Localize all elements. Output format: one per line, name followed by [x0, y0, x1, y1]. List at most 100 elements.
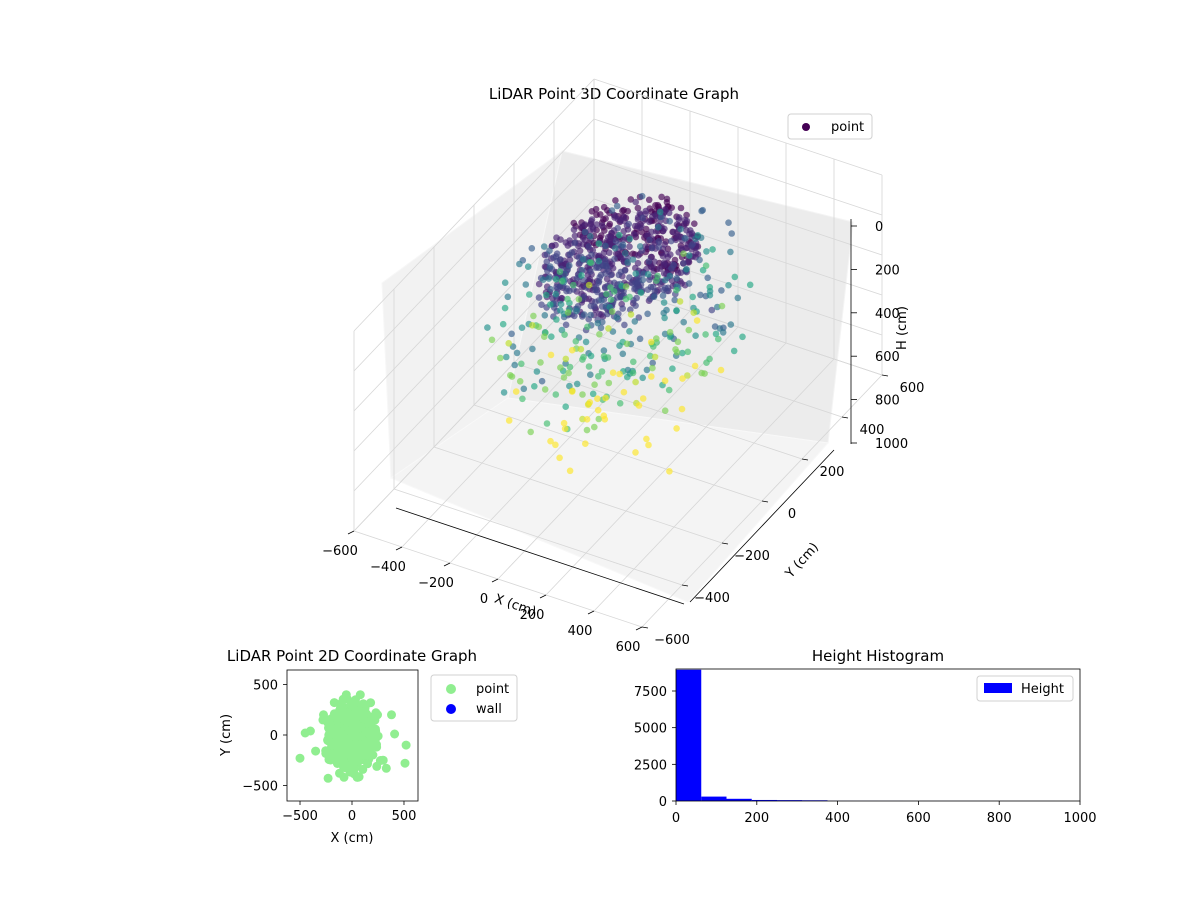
- y-tick-3d: [681, 584, 689, 587]
- point-3d: [562, 321, 570, 329]
- point-3d: [577, 345, 585, 353]
- plot-frame-histogram: [675, 668, 1081, 802]
- x-tick-3d: [443, 562, 451, 567]
- point-3d: [537, 359, 544, 366]
- x-axis-line: [395, 507, 685, 605]
- point-2d-outlier: [323, 773, 333, 783]
- point-3d: [646, 276, 653, 284]
- point-3d: [651, 288, 659, 295]
- legend-2d-wall-label: wall: [476, 702, 502, 717]
- point-3d: [564, 242, 572, 249]
- point-3d: [626, 243, 633, 250]
- point-3d: [622, 283, 630, 290]
- point-2d-outlier: [371, 708, 381, 718]
- grid-back-h: [593, 118, 883, 216]
- point-3d: [585, 243, 592, 250]
- point-3d: [715, 335, 722, 343]
- point-3d: [711, 323, 719, 330]
- point-3d: [540, 243, 548, 250]
- x-tick-label-histogram: 600: [906, 811, 931, 826]
- point-2d: [370, 724, 380, 734]
- point-3d: [600, 216, 607, 223]
- point-3d: [605, 379, 613, 387]
- histogram-bar: [777, 800, 803, 801]
- point-3d: [680, 260, 687, 267]
- point-3d: [623, 340, 631, 348]
- point-3d: [543, 291, 550, 299]
- histogram-bar: [701, 796, 727, 801]
- y-tick-label-histogram: 7500: [634, 685, 667, 700]
- point-2d-outlier: [311, 746, 321, 756]
- y-tick-label-3d: −600: [654, 633, 690, 648]
- point-3d: [632, 378, 639, 386]
- point-3d: [673, 307, 680, 314]
- point-3d: [684, 372, 691, 379]
- point-3d: [639, 395, 647, 402]
- point-3d: [543, 420, 551, 427]
- point-2d: [371, 731, 381, 741]
- point-2d: [321, 749, 331, 758]
- point-3d: [629, 280, 636, 287]
- point-3d: [585, 363, 593, 370]
- point-3d: [633, 294, 640, 302]
- point-3d: [677, 204, 685, 212]
- y-tick-3d: [641, 626, 649, 629]
- point-3d: [570, 226, 578, 233]
- legend-histogram-box: [976, 675, 1074, 702]
- point-3d: [552, 290, 559, 298]
- ticks-3d: −600 −400 −200 0 200 400 600 −600 −400 −200 0 200 40…: [322, 220, 924, 655]
- point-3d: [719, 329, 727, 336]
- point-3d: [581, 228, 589, 236]
- point-2d: [359, 710, 369, 720]
- point-3d: [621, 321, 628, 329]
- point-3d: [662, 276, 669, 284]
- point-3d: [697, 291, 704, 299]
- ticks-histogram: 0 200 400 600 800 1000 0 2500 5000 7500: [634, 685, 1097, 826]
- chart-3d-title: LiDAR Point 3D Coordinate Graph: [489, 85, 739, 103]
- point-3d: [513, 349, 521, 357]
- y-tick-label-2d: 500: [253, 679, 278, 694]
- ticks-2d: −500 0 500 500 0 −500: [242, 679, 416, 824]
- grid-left-h: [353, 118, 595, 372]
- point-2d-outlier: [387, 710, 396, 720]
- point-3d: [538, 377, 546, 385]
- point-3d: [610, 288, 618, 295]
- histogram-bars: [676, 669, 1080, 801]
- point-3d: [505, 417, 513, 424]
- point-3d: [572, 338, 580, 345]
- legend-3d-box: [787, 113, 873, 140]
- point-3d: [676, 298, 684, 305]
- point-3d: [598, 296, 605, 304]
- point-3d: [644, 271, 652, 278]
- chart-2d: LiDAR Point 2D Coordinate Graph −500 0 500…: [219, 647, 518, 846]
- point-3d: [660, 261, 668, 269]
- point-3d: [665, 209, 673, 217]
- point-3d: [651, 353, 659, 361]
- point-3d: [646, 352, 654, 360]
- point-3d: [683, 265, 690, 273]
- point-3d: [674, 338, 682, 346]
- point-3d: [626, 235, 634, 243]
- point-3d: [547, 437, 554, 445]
- point-3d: [500, 389, 508, 396]
- y-tick-label-3d: 400: [860, 423, 885, 438]
- point-3d: [679, 349, 686, 357]
- point-3d: [619, 207, 626, 215]
- point-3d: [653, 335, 660, 342]
- point-3d: [591, 286, 599, 294]
- point-3d: [516, 378, 524, 385]
- point-3d: [561, 331, 568, 339]
- point-3d: [669, 365, 676, 373]
- point-3d: [694, 232, 702, 239]
- x-tick-label-3d: 400: [568, 624, 593, 639]
- point-3d: [645, 196, 653, 204]
- y-axis-label-2d: Y (cm): [219, 714, 234, 757]
- x-tick-label-histogram: 0: [672, 811, 680, 826]
- point-3d: [518, 360, 525, 368]
- point-3d: [570, 281, 577, 289]
- point-3d: [553, 257, 561, 265]
- point-3d: [604, 310, 611, 318]
- x-tick-label-2d: 500: [392, 809, 417, 824]
- point-3d: [671, 296, 678, 304]
- point-3d: [595, 257, 602, 265]
